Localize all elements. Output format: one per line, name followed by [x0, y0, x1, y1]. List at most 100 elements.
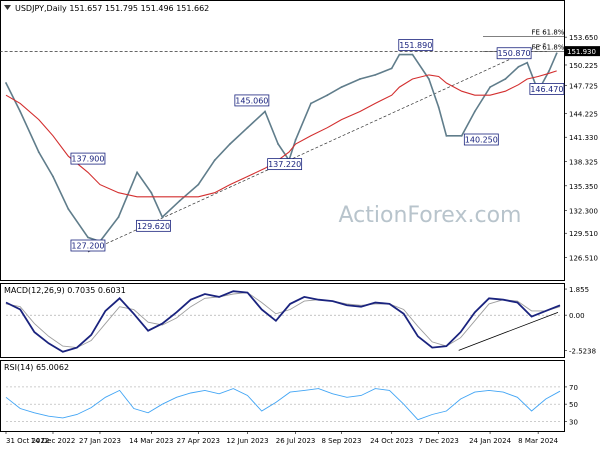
price-point: [229, 143, 231, 145]
price-ytick-label-0: 153.650: [569, 34, 598, 42]
annotation-box-7: [136, 219, 171, 232]
price-point: [5, 82, 7, 84]
rsi-title: RSI(14) 65.0062: [4, 363, 69, 372]
price-ytick-label-7: 132.300: [569, 208, 598, 216]
annotation-label-7: 129.620: [137, 222, 170, 231]
xtick-label-8: 24 Oct 2023: [370, 437, 413, 445]
price-point: [213, 159, 216, 162]
macd-title: MACD(12,26,9) 0.7035 0.6031: [4, 286, 126, 295]
price-point: [150, 191, 153, 194]
annotation-label-6: 140.250: [465, 136, 498, 145]
price-point: [445, 134, 448, 137]
price-point: [161, 216, 164, 219]
rsi-series-layer: [5, 386, 561, 422]
annotation-label-5: 137.220: [268, 160, 301, 169]
xtick-label-0: 31 Oct 2022: [6, 437, 49, 445]
price-point: [548, 70, 550, 72]
price-ytick-label-9: 126.510: [569, 255, 598, 263]
xtick-label-3: 14 Mar 2023: [129, 437, 173, 445]
annotation-box-5: [267, 158, 303, 171]
last-price-label: 151.930: [567, 48, 596, 56]
moving-average-line: [5, 70, 557, 198]
fe-label-0: FE 61.8%: [532, 29, 565, 37]
price-point: [411, 53, 414, 56]
watermark: ActionForex.com: [339, 203, 522, 228]
xtick-label-6: 26 Jul 2023: [276, 437, 316, 445]
xtick-label-5: 12 Jun 2023: [226, 437, 268, 445]
price-point: [374, 74, 377, 76]
rsi-ytick-label-0: 70: [569, 384, 578, 392]
xtick-label-9: 7 Dec 2023: [419, 437, 459, 445]
price-point: [460, 134, 463, 137]
macd-ytick-label-0: 1.855: [569, 286, 589, 294]
price-point: [52, 175, 54, 178]
xtick-label-11: 8 Mar 2024: [518, 437, 558, 445]
price-ytick-label-3: 144.225: [569, 111, 598, 119]
dropdown-triangle-icon: [4, 5, 11, 10]
price-point: [37, 151, 40, 154]
macd-signal-line: [5, 292, 561, 349]
rsi-panel-frame: [0, 360, 565, 432]
price-series-layer: FE 61.8% FE 61.8%: [0, 29, 565, 253]
price-point: [359, 78, 361, 80]
price-point: [489, 86, 491, 88]
price-point: [473, 110, 476, 113]
price-point: [428, 78, 430, 80]
rsi-ytick-label-1: 50: [569, 401, 578, 409]
price-ytick-label-5: 138.325: [569, 159, 598, 167]
axis-layer: 153.650 150.225 147.725 144.225 141.330 138.3…: [5, 34, 600, 445]
price-ytick-label-4: 141.330: [569, 134, 598, 142]
price-point: [390, 67, 393, 70]
price-point: [19, 110, 22, 113]
fe-label-1: FE 61.8%: [532, 43, 565, 51]
price-ytick-label-8: 129.510: [569, 230, 598, 238]
price-ytick-label-6: 135.350: [569, 183, 598, 191]
annotation-box-3: [234, 94, 270, 107]
last-price-badge: [565, 46, 600, 57]
macd-trendline-0: [458, 311, 559, 351]
price-point: [340, 86, 343, 88]
xtick-label-2: 27 Jan 2023: [79, 437, 121, 445]
annotation-box-4: [70, 152, 106, 165]
annotation-box-1: [496, 47, 532, 60]
macd-panel-frame: [0, 283, 565, 358]
price-point: [246, 126, 249, 129]
price-point: [437, 106, 440, 109]
price-point: [310, 102, 312, 105]
price-point: [197, 183, 200, 186]
price-point: [398, 53, 401, 56]
price-point: [555, 52, 558, 55]
price-point: [87, 236, 89, 239]
annotation-box-6: [463, 133, 499, 146]
price-point: [294, 139, 297, 141]
price-point: [264, 110, 266, 113]
macd-series-layer: [5, 290, 561, 353]
annotation-box-8: [70, 239, 106, 252]
price-panel-frame: [0, 0, 565, 281]
price-series-line: [5, 52, 558, 243]
rsi-line: [5, 388, 561, 421]
annotation-label-8: 127.200: [71, 242, 104, 251]
macd-ytick-label-1: 0.00: [569, 312, 585, 320]
price-point: [504, 78, 507, 80]
annotation-label-4: 137.900: [71, 155, 104, 164]
price-point: [136, 171, 139, 174]
price-ytick-label-2: 147.725: [569, 82, 598, 90]
price-trendline-0: [87, 42, 548, 253]
xtick-label-10: 24 Jan 2024: [469, 437, 512, 445]
xtick-label-4: 27 Apr 2023: [177, 437, 220, 445]
price-point: [117, 216, 120, 219]
annotation-layer: 151.890 150.870 146.470 145.060 137.900 137.2…: [70, 39, 565, 252]
annotation-box-2: [529, 83, 565, 95]
macd-ytick-label-2: -2.5238: [569, 348, 596, 356]
price-point: [277, 143, 279, 145]
annotation-label-1: 150.870: [498, 49, 531, 58]
xtick-label-7: 8 Sep 2023: [321, 437, 361, 445]
annotation-label-2: 146.470: [530, 85, 563, 94]
price-title: USDJPY,Daily 151.657 151.795 151.496 151…: [15, 4, 209, 13]
price-title-group: USDJPY,Daily 151.657 151.795 151.496 151…: [4, 4, 209, 13]
annotation-box-0: [398, 39, 434, 51]
macd-line: [5, 290, 561, 353]
price-point: [517, 65, 520, 68]
